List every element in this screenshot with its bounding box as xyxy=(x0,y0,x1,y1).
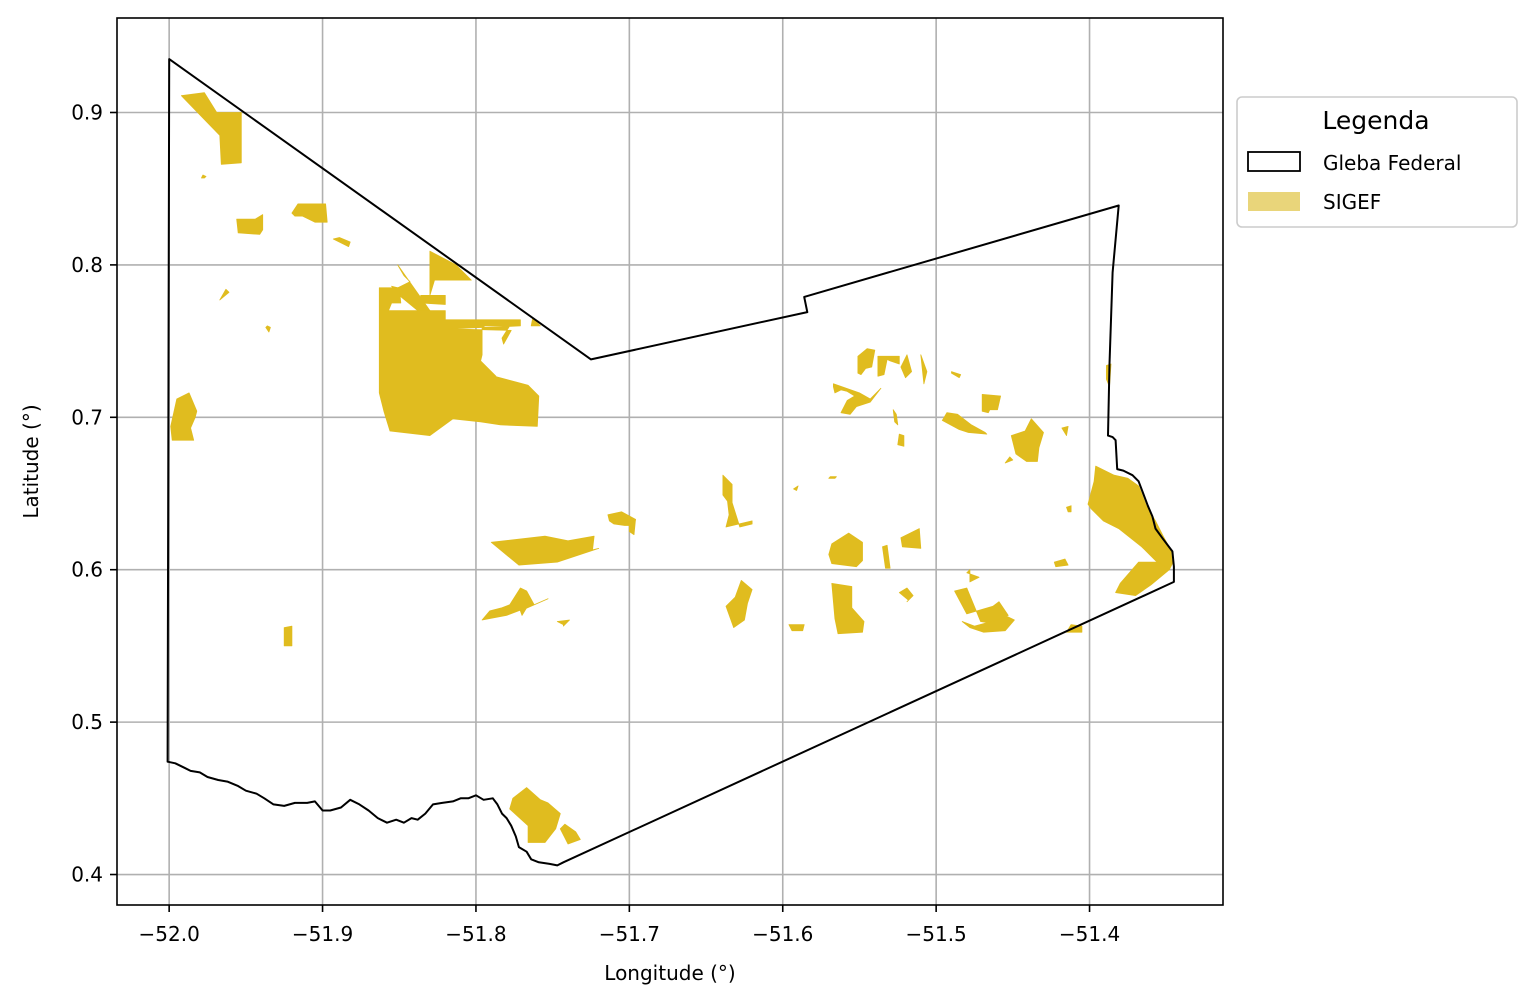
sigef-parcel xyxy=(828,476,837,479)
x-tick-label: −51.7 xyxy=(599,922,660,946)
sigef-parcel xyxy=(788,624,805,632)
sigef-parcel xyxy=(378,287,540,437)
sigef-parcel xyxy=(900,528,922,549)
legend-swatch-gleba-federal xyxy=(1247,151,1301,172)
sigef-parcel xyxy=(1087,465,1173,571)
sigef-parcel xyxy=(882,544,891,569)
grid xyxy=(117,18,1223,905)
sigef-parcel xyxy=(628,519,636,536)
sigef-parcel xyxy=(200,174,207,179)
sigef-parcel xyxy=(951,371,962,379)
sigef-parcel xyxy=(429,250,472,296)
sigef-parcel xyxy=(1004,456,1014,464)
sigef-parcel xyxy=(291,203,328,223)
legend: Legenda Gleba Federal SIGEF xyxy=(1236,96,1518,228)
legend-label-gleba-federal: Gleba Federal xyxy=(1323,151,1461,175)
sigef-parcel xyxy=(877,355,900,377)
sigef-parcel xyxy=(941,412,988,435)
x-tick-label: −51.9 xyxy=(292,922,353,946)
x-axis-label: Longitude (°) xyxy=(604,961,735,985)
legend-title: Legenda xyxy=(1322,106,1429,135)
sigef-parcel xyxy=(900,354,912,379)
sigef-parcel xyxy=(332,237,351,248)
sigef-parcel xyxy=(559,823,581,845)
x-tick-label: −51.8 xyxy=(445,922,506,946)
sigef-parcel xyxy=(1066,505,1072,513)
sigef-parcel xyxy=(1053,558,1069,568)
sigef-parcels xyxy=(170,92,1173,845)
sigef-parcel xyxy=(1010,418,1044,462)
sigef-parcel xyxy=(1061,425,1069,437)
sigef-parcel xyxy=(509,787,561,843)
sigef-parcel xyxy=(793,485,799,491)
sigef-parcel xyxy=(530,317,541,327)
x-tick-label: −51.5 xyxy=(905,922,966,946)
sigef-parcel xyxy=(420,294,446,305)
gleba-federal-outline xyxy=(166,58,1175,867)
sigef-parcel xyxy=(556,619,570,627)
sigef-parcel xyxy=(954,587,1009,625)
sigef-parcel xyxy=(966,569,980,583)
x-tick-label: −51.4 xyxy=(1059,922,1120,946)
legend-frame xyxy=(1236,96,1518,228)
sigef-parcel xyxy=(265,325,271,333)
sigef-parcel xyxy=(722,474,753,528)
sigef-parcel xyxy=(981,393,1001,414)
y-tick-label: 0.6 xyxy=(71,558,103,582)
sigef-parcel xyxy=(170,392,198,441)
sigef-parcel xyxy=(725,580,753,628)
y-tick-label: 0.7 xyxy=(71,405,103,429)
sigef-parcel xyxy=(180,92,242,165)
y-tick-label: 0.8 xyxy=(71,253,103,277)
sigef-parcel xyxy=(892,409,899,426)
sigef-parcel xyxy=(481,587,549,621)
sigef-parcel xyxy=(1115,561,1170,596)
x-tick-label: −52.0 xyxy=(139,922,200,946)
x-tick-label: −51.6 xyxy=(752,922,813,946)
legend-label-sigef: SIGEF xyxy=(1323,190,1381,214)
sigef-parcel xyxy=(236,214,264,235)
sigef-parcel xyxy=(961,616,1015,633)
y-tick-label: 0.4 xyxy=(71,863,103,887)
y-tick-label: 0.9 xyxy=(71,100,103,124)
gleba-federal-boundary xyxy=(166,58,1175,867)
sigef-parcel xyxy=(219,288,230,301)
y-axis-label: Latitude (°) xyxy=(19,404,43,518)
y-tick-label: 0.5 xyxy=(71,710,103,734)
legend-swatch-sigef xyxy=(1248,192,1300,211)
sigef-parcel xyxy=(898,587,914,603)
sigef-parcel xyxy=(283,625,293,647)
sigef-parcel xyxy=(920,354,928,385)
sigef-parcel xyxy=(831,583,865,635)
axis-ticks: −52.0 −51.9 −51.8 −51.7 −51.6 −51.5 −51.4 0.4 0.… xyxy=(71,100,1120,946)
sigef-parcel xyxy=(897,433,905,447)
plot-frame xyxy=(116,17,1224,906)
sigef-parcel xyxy=(490,535,600,566)
sigef-parcel xyxy=(828,532,863,568)
sigef-parcel xyxy=(833,383,882,415)
sigef-parcel xyxy=(857,348,876,376)
